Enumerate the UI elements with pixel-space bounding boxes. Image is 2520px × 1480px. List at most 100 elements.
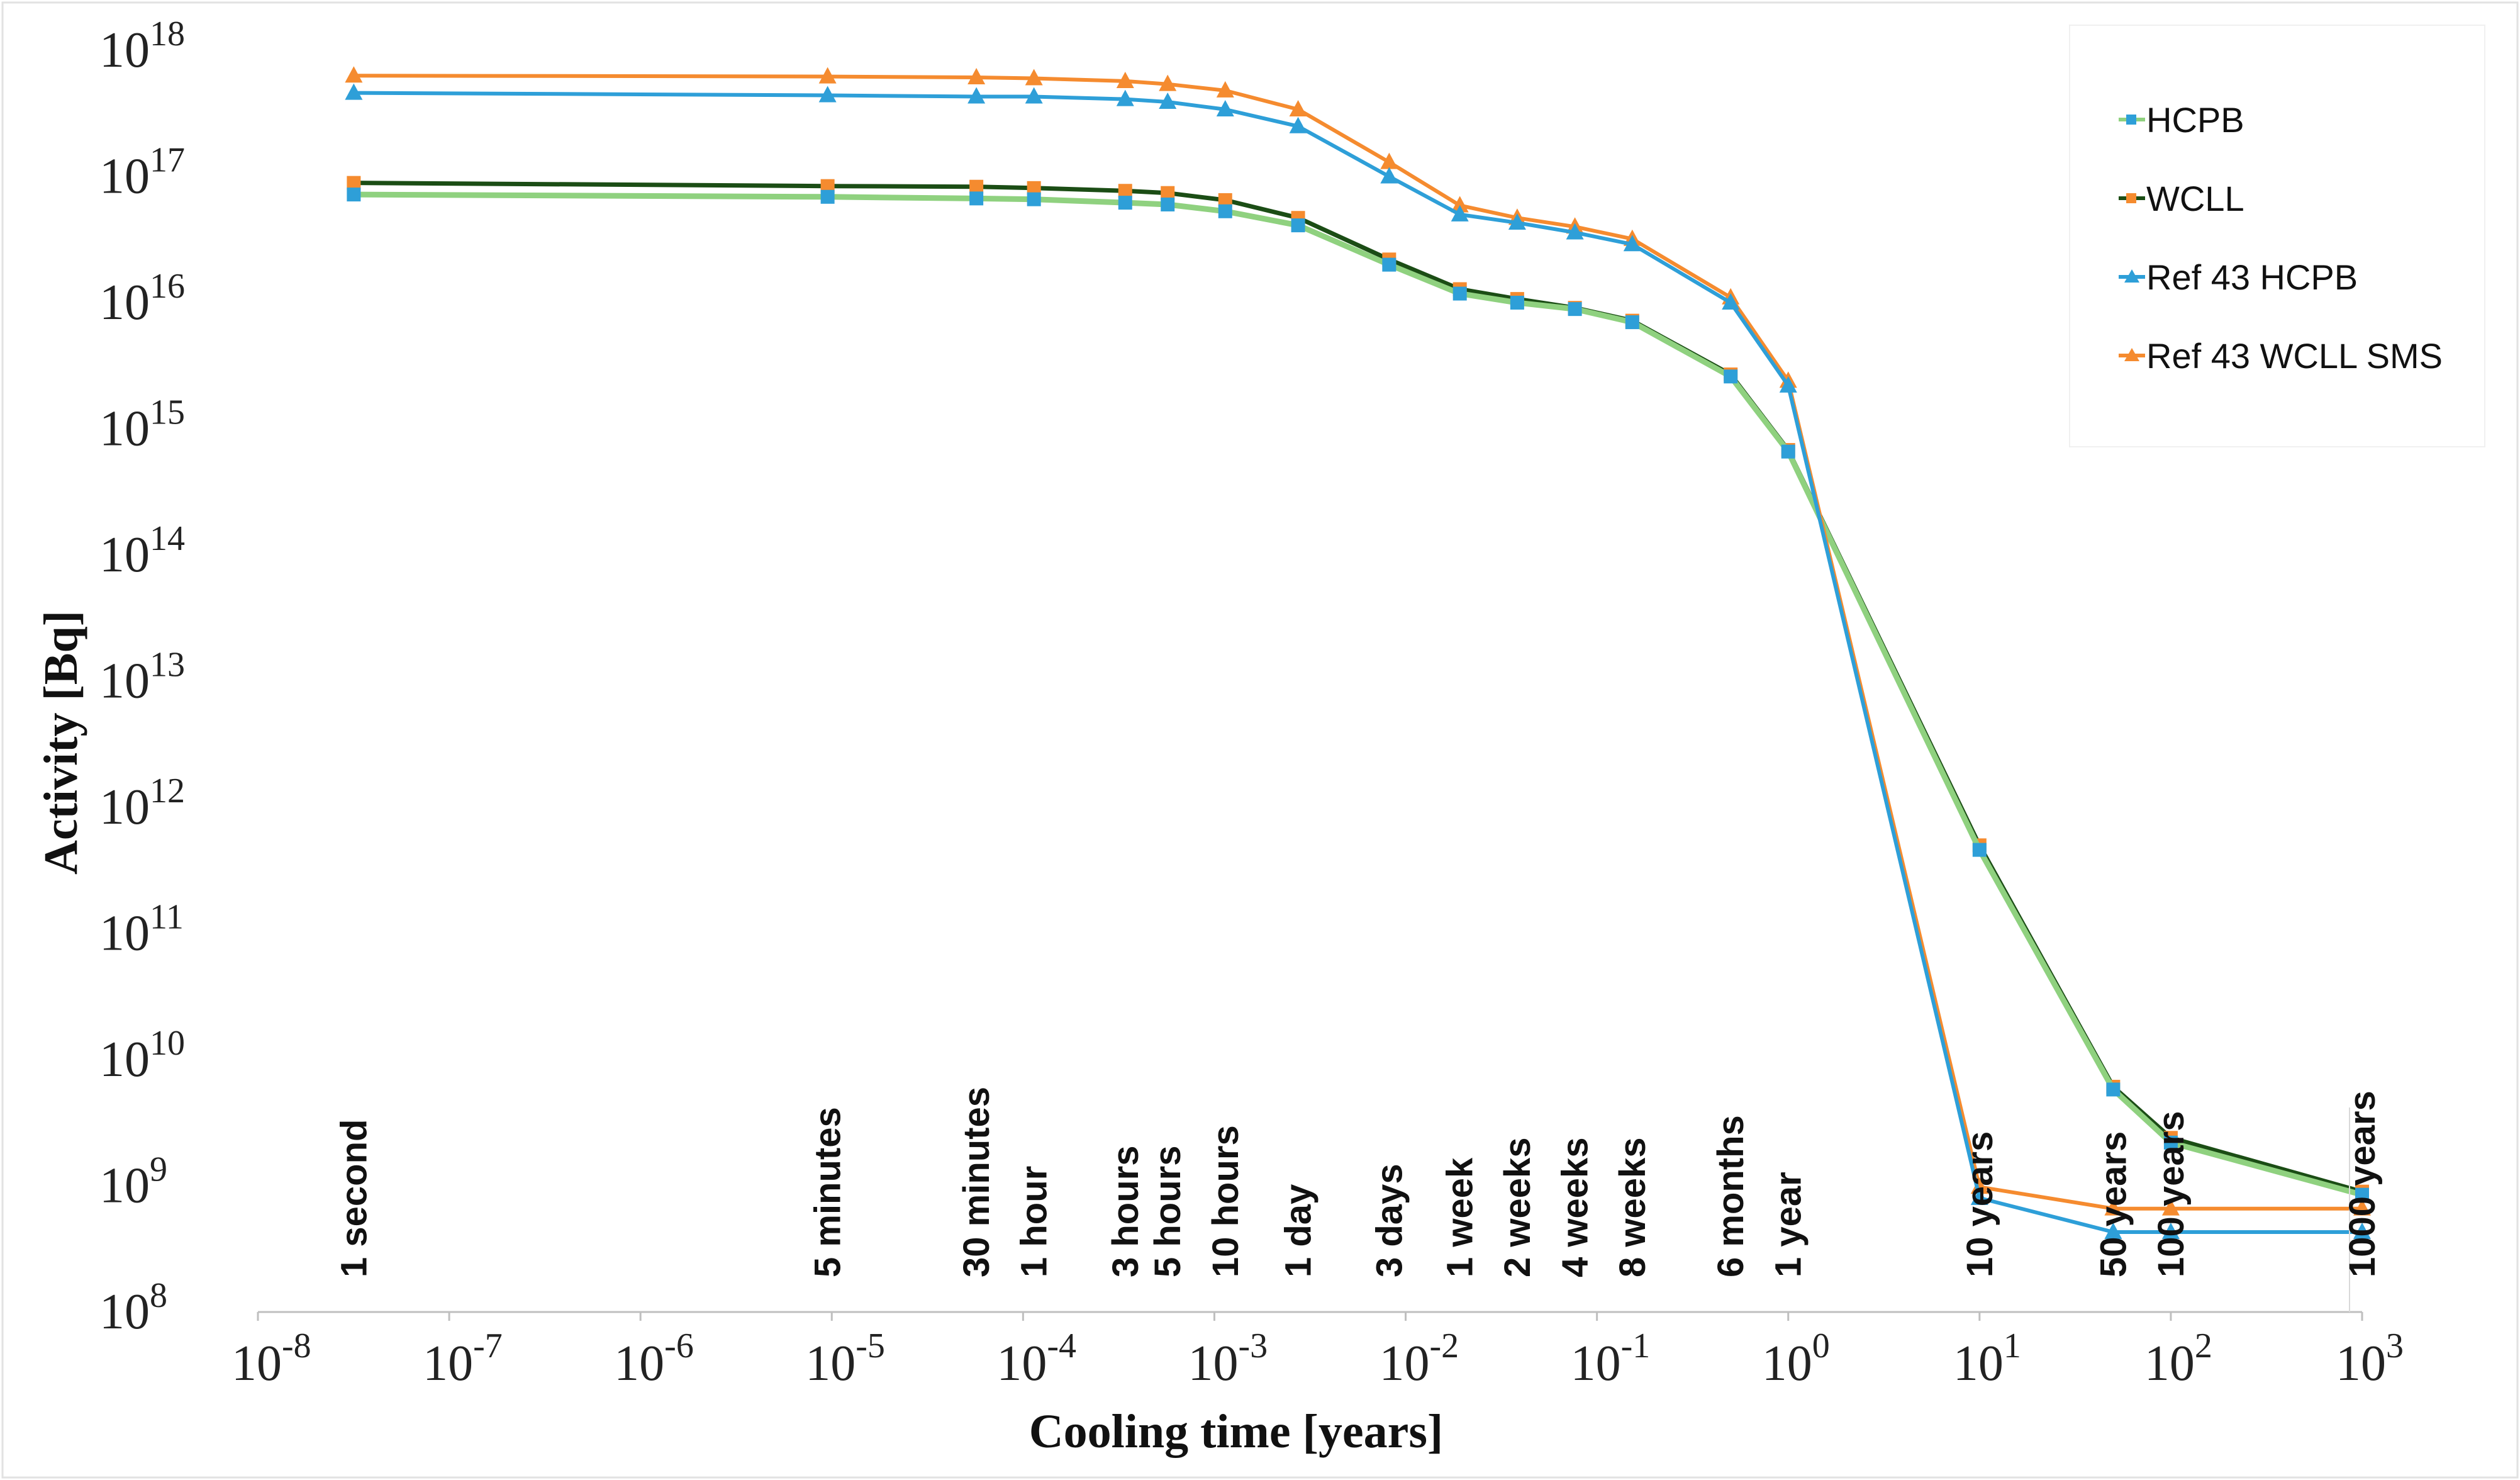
x-tick-exponent: -1 [1621, 1326, 1651, 1365]
x-tick-label: 102 [2144, 1312, 2212, 1391]
data-point [1289, 99, 1307, 116]
y-tick-text: 1014 [99, 519, 185, 583]
y-axis-title: Activity [Bq] [35, 610, 87, 875]
x-tick-text: 10-5 [805, 1326, 885, 1391]
x-tick-label: 10-8 [231, 1312, 311, 1391]
y-tick-label: 1017 [99, 141, 185, 205]
data-point [1781, 444, 1795, 459]
time-annotation: 50 years [2093, 1131, 2134, 1277]
y-tick-label: 1016 [99, 267, 185, 330]
time-annotation: 5 minutes [808, 1107, 849, 1277]
y-tick-exponent: 15 [150, 393, 185, 432]
y-tick-text: 1011 [99, 898, 184, 961]
data-point [2161, 1199, 2180, 1216]
legend-item: HCPB [2119, 100, 2244, 140]
data-point [347, 176, 361, 190]
x-tick-label: 103 [2336, 1312, 2404, 1391]
x-tick-text: 103 [2336, 1326, 2404, 1391]
y-tick-label: 1012 [99, 771, 185, 835]
y-tick-text: 1017 [99, 141, 185, 205]
data-point [1025, 87, 1043, 104]
data-point [1779, 376, 1797, 393]
data-point [1289, 116, 1307, 133]
x-tick-base: 10 [231, 1336, 282, 1391]
y-tick-base: 10 [99, 23, 150, 78]
data-point [1722, 293, 1740, 310]
data-point [1451, 196, 1469, 213]
legend-label: HCPB [2146, 100, 2244, 140]
y-tick-base: 10 [99, 1158, 150, 1214]
legend-label: Ref 43 WCLL SMS [2146, 336, 2443, 376]
x-tick-text: 10-7 [423, 1326, 503, 1391]
legend-label: WCLL [2146, 179, 2244, 218]
x-tick-base: 10 [2144, 1336, 2195, 1391]
x-tick-base: 10 [423, 1336, 473, 1391]
y-tick-label: 1010 [99, 1024, 185, 1087]
data-point [1161, 197, 1175, 211]
x-tick-text: 100 [1762, 1326, 1830, 1391]
time-annotation: 1 week [1440, 1157, 1481, 1277]
y-tick-label: 1018 [99, 14, 185, 78]
x-tick-text: 10-6 [614, 1326, 694, 1391]
y-tick-base: 10 [99, 906, 150, 961]
data-point [1159, 92, 1177, 109]
y-tick-exponent: 16 [150, 267, 185, 306]
data-point [818, 86, 837, 103]
x-tick-exponent: 2 [2195, 1326, 2212, 1365]
data-point [1118, 184, 1132, 198]
data-point [1452, 286, 1467, 301]
y-tick-base: 10 [99, 1032, 150, 1087]
x-tick-label: 10-6 [614, 1312, 694, 1391]
data-point [1623, 235, 1641, 252]
legend-marker [2124, 348, 2139, 361]
time-annotation: 1 hour [1014, 1166, 1055, 1277]
x-tick-label: 10-3 [1188, 1312, 1268, 1391]
data-point [2353, 1199, 2371, 1216]
legend: HCPB WCLL Ref 43 HCPB Ref 43 WCLL SMS [2119, 100, 2443, 376]
x-tick-base: 10 [996, 1336, 1047, 1391]
y-tick-base: 10 [99, 149, 150, 205]
y-tick-text: 1015 [99, 393, 185, 457]
data-point [818, 67, 837, 84]
x-tick-label: 10-1 [1571, 1312, 1651, 1391]
y-tick-text: 1016 [99, 267, 185, 330]
time-annotation: 5 hours [1147, 1146, 1188, 1278]
x-tick-base: 10 [1762, 1336, 1812, 1391]
x-tick-text: 10-3 [1188, 1326, 1268, 1391]
data-point [2104, 1222, 2122, 1239]
data-point [1566, 223, 1584, 240]
time-annotation: 1 second [333, 1119, 374, 1277]
data-point [2353, 1222, 2371, 1239]
time-annotation: 2 weeks [1497, 1137, 1538, 1277]
y-tick-label: 1013 [99, 646, 185, 709]
legend-marker [2126, 115, 2136, 125]
plot-area [345, 66, 2371, 1239]
y-tick-exponent: 8 [150, 1276, 167, 1315]
x-tick-exponent: 1 [2004, 1326, 2021, 1365]
y-tick-label: 108 [99, 1276, 167, 1340]
y-tick-base: 10 [99, 654, 150, 709]
data-point [969, 179, 984, 194]
data-point [1025, 69, 1043, 86]
time-annotation: 6 months [1710, 1115, 1751, 1277]
x-tick-label: 10-5 [805, 1312, 885, 1391]
data-point [1972, 843, 1987, 857]
time-annotations: 1 second 5 minutes 30 minutes 1 hour 3 hours… [333, 1087, 2383, 1277]
legend-item: Ref 43 HCPB [2119, 257, 2358, 297]
data-point [820, 189, 835, 204]
data-point [1568, 302, 1582, 317]
y-tick-label: 1014 [99, 519, 185, 583]
x-tick-exponent: 0 [1812, 1326, 1830, 1365]
y-tick-text: 108 [99, 1276, 167, 1340]
x-axis: 10-8 10-7 10-6 10-5 10-4 10-3 10-2 10-1 100 101 10… [231, 1107, 2404, 1391]
data-point [1159, 74, 1177, 91]
data-point [1116, 71, 1134, 88]
y-tick-exponent: 10 [150, 1024, 185, 1063]
time-annotation: 10 years [1960, 1131, 2000, 1277]
x-tick-text: 10-4 [996, 1326, 1076, 1391]
data-point [1508, 213, 1526, 230]
x-tick-label: 10-2 [1380, 1312, 1459, 1391]
y-tick-exponent: 12 [150, 771, 185, 810]
data-point [1510, 296, 1524, 310]
